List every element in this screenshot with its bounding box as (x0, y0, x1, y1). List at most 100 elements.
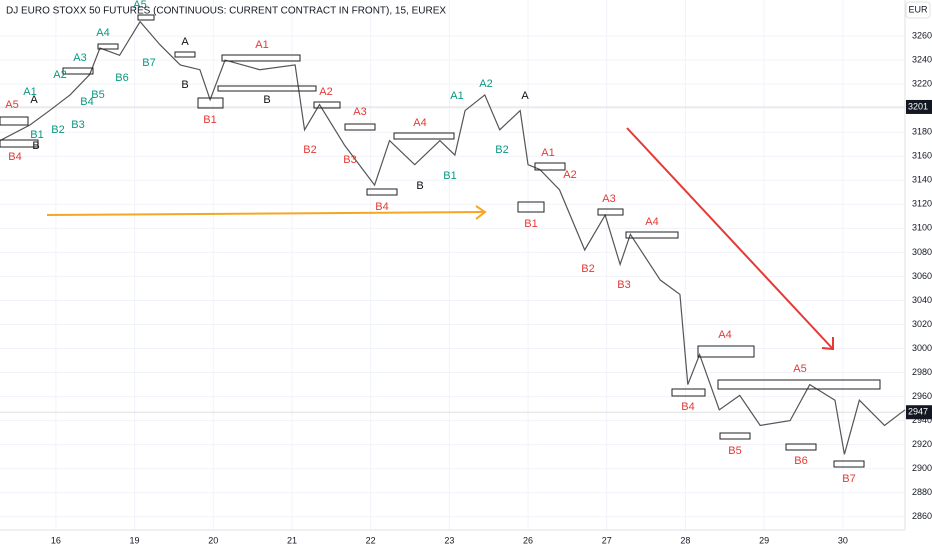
series-layer (0, 20, 906, 455)
grid (0, 0, 905, 530)
y-tick-label: 3040 (912, 295, 932, 305)
label: B1 (30, 129, 43, 141)
label: B4 (681, 401, 694, 413)
label: A (181, 36, 189, 48)
label: A3 (353, 106, 366, 118)
box (0, 139, 39, 148)
label: A3 (602, 193, 615, 205)
x-tick-label: 29 (759, 535, 769, 545)
y-tick-label: 3220 (912, 79, 932, 89)
currency-box (905, 1, 931, 19)
box (0, 116, 29, 126)
currency: EUR (908, 4, 928, 14)
label: B1 (443, 170, 456, 182)
y-tick-label: 2880 (912, 487, 932, 497)
label: B6 (794, 455, 807, 467)
y-tick-label: 3060 (912, 271, 932, 281)
label: B1 (524, 218, 537, 230)
red-arrow-head (821, 337, 834, 351)
box (62, 67, 94, 75)
label: B5 (728, 445, 741, 457)
y-tick-label: 3240 (912, 54, 932, 64)
price-marker-box (906, 405, 932, 420)
y-tick-label: 2980 (912, 367, 932, 377)
label: A4 (413, 117, 426, 129)
label: A2 (563, 169, 576, 181)
box (217, 85, 317, 92)
label: A5 (133, 0, 146, 11)
y-tick-label: 2920 (912, 439, 932, 449)
label: B1 (203, 114, 216, 126)
box (313, 101, 341, 109)
box (344, 123, 376, 131)
y-tick-label: 3080 (912, 247, 932, 257)
x-tick-label: 16 (51, 535, 61, 545)
label: B (263, 94, 270, 106)
label: A2 (319, 86, 332, 98)
label: B3 (617, 279, 630, 291)
label: A5 (793, 363, 806, 375)
label: B4 (8, 151, 21, 163)
label: B4 (80, 96, 93, 108)
label: A1 (255, 39, 268, 51)
box (534, 162, 566, 171)
y-tick-label: 2900 (912, 463, 932, 473)
label: B3 (71, 119, 84, 131)
label: B7 (842, 473, 855, 485)
price-marker-box (906, 99, 932, 114)
label: B2 (303, 144, 316, 156)
box (597, 208, 624, 216)
y-tick-label: 3020 (912, 319, 932, 329)
label: A1 (23, 86, 36, 98)
y-tick-label: 3140 (912, 175, 932, 185)
y-tick-label: 3100 (912, 223, 932, 233)
label: B (416, 180, 423, 192)
box (174, 51, 196, 58)
y-tick-label: 3120 (912, 199, 932, 209)
label: B (32, 140, 39, 152)
box (785, 443, 817, 451)
box (719, 432, 751, 440)
price-marker-label: 3201 (908, 101, 928, 111)
label: A (521, 90, 529, 102)
label: B2 (495, 144, 508, 156)
price-line (0, 20, 906, 455)
y-tick-label: 3000 (912, 343, 932, 353)
label: B2 (51, 124, 64, 136)
x-tick-label: 26 (523, 535, 533, 545)
label: A2 (53, 69, 66, 81)
x-tick-label: 21 (287, 535, 297, 545)
box (517, 201, 545, 213)
box (197, 97, 224, 109)
y-tick-label: 3180 (912, 127, 932, 137)
x-tick-label: 28 (680, 535, 690, 545)
label: A4 (718, 329, 731, 341)
orange-arrow-head (475, 205, 487, 220)
box (671, 388, 706, 397)
label: B7 (142, 57, 155, 69)
x-tick-label: 20 (208, 535, 218, 545)
label: B3 (343, 154, 356, 166)
box (97, 43, 119, 50)
annotations: A5 A1 A B1 B4 B A2 B2 A3 B3 B4 B5 A4 B6 … (5, 0, 855, 485)
label: B6 (115, 72, 128, 84)
box (393, 132, 455, 140)
x-tick-label: 22 (366, 535, 376, 545)
label: A1 (450, 90, 463, 102)
label: B2 (581, 263, 594, 275)
box (137, 14, 155, 21)
y-tick-label: 3260 (912, 30, 932, 40)
label: A (30, 94, 38, 106)
price-marker-label: 2947 (908, 407, 928, 417)
box (697, 345, 755, 358)
x-tick-label: 23 (444, 535, 454, 545)
label: A1 (541, 147, 554, 159)
y-tick-label: 2940 (912, 415, 932, 425)
label: B4 (375, 201, 388, 213)
label: A4 (96, 27, 109, 39)
y-tick-label: 2960 (912, 391, 932, 401)
label: A4 (645, 216, 658, 228)
box (625, 231, 679, 239)
